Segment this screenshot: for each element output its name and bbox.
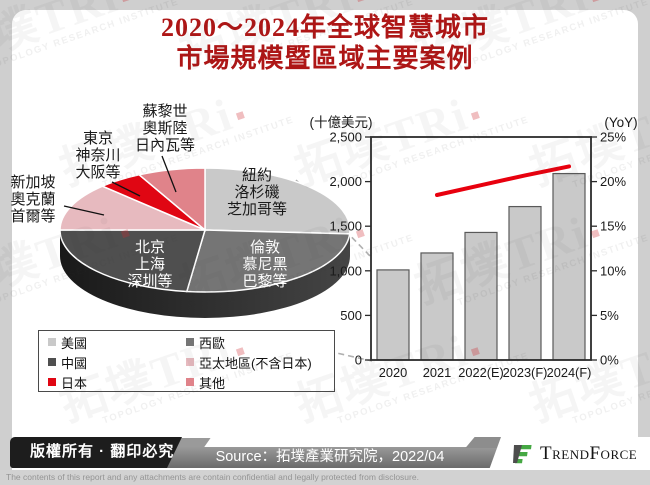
pie-leader-line: [63, 205, 105, 216]
source-text: Source：拓墣產業研究院，2022/04: [215, 449, 445, 465]
bar-2020: [376, 269, 410, 361]
disclaimer-text: The contents of this report and any atta…: [0, 470, 650, 485]
pie-slice-3: [59, 185, 206, 231]
page-title-line1: 2020～2024年全球智慧城市: [160, 13, 489, 42]
pie-side: [60, 230, 350, 318]
legend-swatch-other: [186, 378, 194, 386]
legend-swatch-west-europe: [186, 338, 194, 346]
legend-label-japan: 日本: [61, 375, 88, 391]
pie-slice-label: 新加坡奧克蘭首爾等: [10, 174, 55, 225]
legend-swatch-japan: [48, 378, 56, 386]
legend-item-west-europe: 西歐: [186, 332, 334, 352]
x-tick-label-2022(E): 2022(E): [458, 365, 504, 380]
pie-slice-label: 紐約洛杉磯芝加哥等: [227, 167, 287, 218]
bar-2023(F): [508, 205, 542, 361]
page-title: 2020～2024年全球智慧城市 市場規模暨區域主要案例: [12, 12, 638, 74]
pie-slice-1: [185, 229, 351, 293]
left-tick-label: 1,500: [329, 219, 362, 234]
pie-leader-line: [111, 181, 141, 197]
left-axis-title: (十億美元): [310, 115, 373, 130]
x-tick-label-2021: 2021: [423, 365, 451, 380]
pie-slice-label: 東京神奈川大阪等: [75, 130, 120, 181]
x-tick-label-2023(F): 2023(F): [503, 365, 548, 380]
pie-slice-label: 倫敦慕尼黑巴黎等: [242, 239, 287, 290]
bar-2021: [420, 252, 454, 361]
plot-frame: [370, 136, 592, 361]
right-tick-label: 20%: [600, 174, 626, 189]
left-tick-label: 1,000: [329, 263, 362, 278]
pie-slice-5: [137, 167, 206, 232]
right-tick-label: 5%: [600, 308, 619, 323]
left-tick-label: 0: [355, 353, 362, 368]
legend-item-japan: 日本: [48, 372, 186, 392]
left-tick-label: 500: [340, 308, 362, 323]
page-title-line2: 市場規模暨區域主要案例: [176, 44, 474, 73]
pie-leader-line: [161, 155, 177, 193]
pie-slice-label: 蘇黎世奧斯陸日內瓦等: [135, 103, 195, 154]
legend-label-china: 中國: [61, 355, 88, 371]
trendforce-logo: TrendForce: [489, 437, 650, 470]
copyright-ribbon: 版權所有 · 翻印必究: [10, 437, 182, 468]
trendforce-wordmark: TrendForce: [540, 442, 638, 464]
left-tick-label: 2,000: [329, 174, 362, 189]
right-tick-label: 15%: [600, 219, 626, 234]
legend-item-apac: 亞太地區(不含日本): [186, 352, 334, 372]
x-tick-label-2020: 2020: [379, 365, 407, 380]
right-tick-label: 25%: [600, 130, 626, 145]
legend-label-usa: 美國: [61, 335, 88, 351]
footer: Source：拓墣產業研究院，2022/04 版權所有 · 翻印必究 Trend…: [0, 437, 650, 485]
pie-slice-label: 北京上海深圳等: [127, 239, 172, 290]
bar-2022(E): [464, 231, 498, 361]
trendforce-icon: [513, 444, 532, 463]
left-tick-label: 2,500: [329, 130, 362, 145]
legend-label-apac: 亞太地區(不含日本): [199, 355, 312, 371]
legend-label-other: 其他: [199, 375, 226, 391]
pie-slice-0: [204, 167, 351, 235]
legend-item-china: 中國: [48, 352, 186, 372]
legend-swatch-usa: [48, 338, 56, 346]
x-tick-label-2024(F): 2024(F): [547, 365, 592, 380]
right-tick-label: 0%: [600, 353, 619, 368]
pie-slice-2: [59, 229, 207, 293]
legend-label-west-europe: 西歐: [199, 335, 226, 351]
pie-legend: 美國 中國 日本 西歐 亞太地區(不含日本) 其他: [38, 330, 335, 392]
legend-item-other: 其他: [186, 372, 334, 392]
right-tick-label: 10%: [600, 263, 626, 278]
legend-item-usa: 美國: [48, 332, 186, 352]
yoy-line: [435, 164, 571, 197]
bar-2024(F): [552, 172, 586, 361]
legend-swatch-apac: [186, 358, 194, 366]
right-axis-title: (YoY): [604, 115, 637, 130]
legend-swatch-china: [48, 358, 56, 366]
